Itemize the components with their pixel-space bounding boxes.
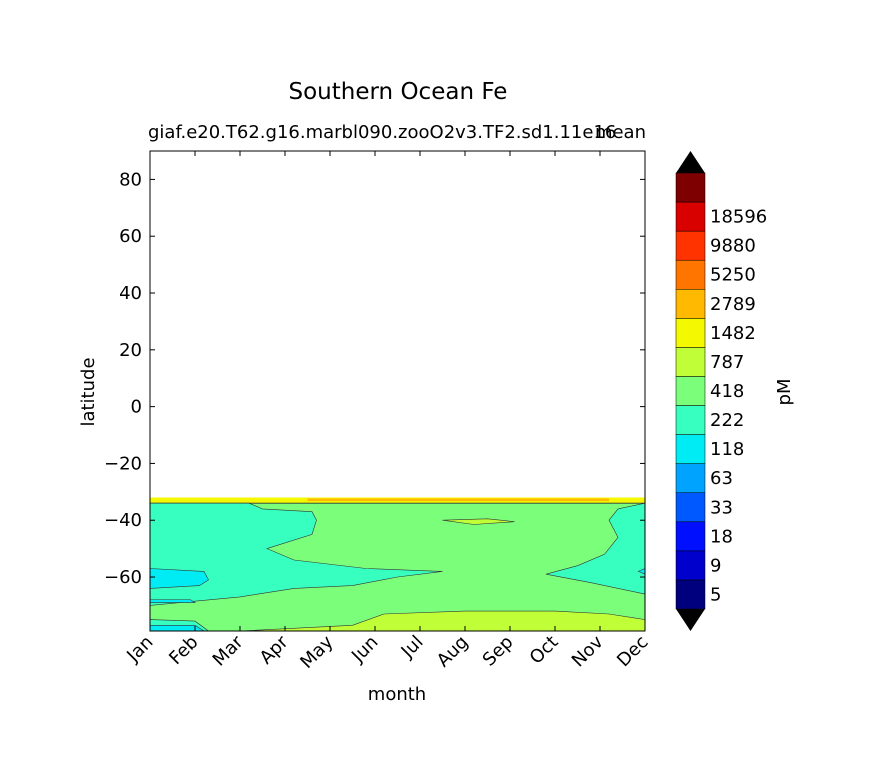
colorbar-label: pM <box>774 379 795 406</box>
colorbar-segment <box>675 201 706 232</box>
colorbar-segment <box>675 318 706 348</box>
chart-subtitle-left: giaf.e20.T62.g16.marbl090.zooO2v3.TF2.sd… <box>148 122 616 143</box>
colorbar-tick-label: 18596 <box>710 207 767 228</box>
x-tick-label: Oct <box>526 632 563 669</box>
colorbar-segment <box>675 463 706 493</box>
x-tick-label: Dec <box>613 632 652 671</box>
colorbar-segment <box>675 230 706 261</box>
x-tick-label: Apr <box>256 631 293 668</box>
axes-frame <box>149 150 646 632</box>
colorbar-tick-label: 5250 <box>710 265 756 286</box>
y-tick-label: 60 <box>119 226 142 247</box>
x-tick-label: Sep <box>479 632 518 671</box>
field-region-63-118-west <box>149 568 209 589</box>
field-region-118-222-east <box>545 502 646 595</box>
x-tick-label: Nov <box>568 631 608 671</box>
colorbar-segment <box>675 405 706 435</box>
colorbar-tick-label: 2789 <box>710 294 756 315</box>
chart-subtitle-right: mean <box>595 122 646 143</box>
x-tick-label: Jan <box>122 632 157 667</box>
colorbar-tick-label: 1482 <box>710 323 756 344</box>
x-tick-label: Jul <box>397 632 428 663</box>
contour-fill-layer <box>149 497 646 632</box>
colorbar: 5 9 18 33 63 118 222 418 787 1482 2789 5250 9880 1859… <box>675 151 767 631</box>
colorbar-segment <box>675 521 706 552</box>
x-tick-label: May <box>296 631 337 672</box>
colorbar-segment <box>675 492 706 523</box>
colorbar-extend-max <box>676 151 705 173</box>
y-tick-label: 80 <box>119 169 142 190</box>
x-tick-label: Aug <box>433 632 473 672</box>
colorbar-segment <box>675 172 706 203</box>
field-region-118-222-west <box>149 502 443 606</box>
y-axis-label: latitude <box>78 357 99 426</box>
field-feature-sep <box>442 518 515 525</box>
mean-band-orange <box>307 498 609 502</box>
colorbar-tick-label: 222 <box>710 410 744 431</box>
field-region-63-118-strip <box>149 599 197 603</box>
colorbar-segment <box>675 376 706 406</box>
colorbar-tick-label: 787 <box>710 352 744 373</box>
x-tick-label: Mar <box>209 631 248 670</box>
colorbar-segment <box>675 579 706 610</box>
colorbar-tick-label: 33 <box>710 497 733 518</box>
colorbar-segment <box>675 259 706 290</box>
colorbar-segment <box>675 550 706 581</box>
y-tick-label: −60 <box>104 567 142 588</box>
y-tick-label: −40 <box>104 510 142 531</box>
colorbar-tick-label: 63 <box>710 468 733 489</box>
x-tick-label: Feb <box>165 632 202 669</box>
colorbar-segment <box>675 289 706 319</box>
colorbar-segment <box>675 434 706 464</box>
colorbar-tick-label: 418 <box>710 381 744 402</box>
y-tick-label: −20 <box>104 453 142 474</box>
y-tick-label: 0 <box>131 397 142 418</box>
y-tick-label: 20 <box>119 340 142 361</box>
colorbar-tick-label: 18 <box>710 526 733 547</box>
chart-title: Southern Ocean Fe <box>289 79 508 105</box>
x-tick-label: Jun <box>347 632 382 667</box>
colorbar-tick-label: 9880 <box>710 236 756 257</box>
field-region-63-118-bottom <box>149 625 206 632</box>
colorbar-segment <box>675 347 706 377</box>
colorbar-tick-label: 5 <box>710 584 721 605</box>
x-axis-label: month <box>368 684 426 705</box>
colorbar-tick-label: 118 <box>710 439 744 460</box>
y-tick-label: 40 <box>119 283 142 304</box>
colorbar-extend-min <box>676 609 705 631</box>
colorbar-tick-label: 9 <box>710 555 721 576</box>
y-axis: 80 60 40 20 0 −20 −40 −60 <box>104 169 645 588</box>
